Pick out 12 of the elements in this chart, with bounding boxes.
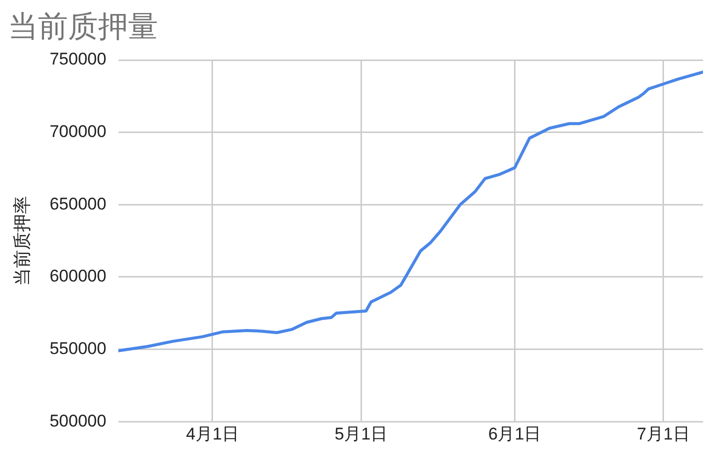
- y-tick-label: 600000: [50, 266, 106, 286]
- y-axis-title: 当前质押率: [12, 196, 32, 286]
- y-tick-label: 750000: [50, 50, 106, 69]
- x-tick-label: 4月1日: [186, 424, 239, 444]
- y-tick-label: 700000: [50, 122, 106, 142]
- x-tick-label: 7月1日: [636, 424, 690, 444]
- x-tick-label: 6月1日: [488, 424, 542, 444]
- y-tick-label: 550000: [50, 338, 106, 358]
- y-tick-label: 650000: [50, 194, 106, 214]
- y-tick-label: 500000: [50, 411, 106, 430]
- chart-title: 当前质押量: [8, 10, 158, 44]
- x-tick-label: 5月1日: [334, 424, 388, 444]
